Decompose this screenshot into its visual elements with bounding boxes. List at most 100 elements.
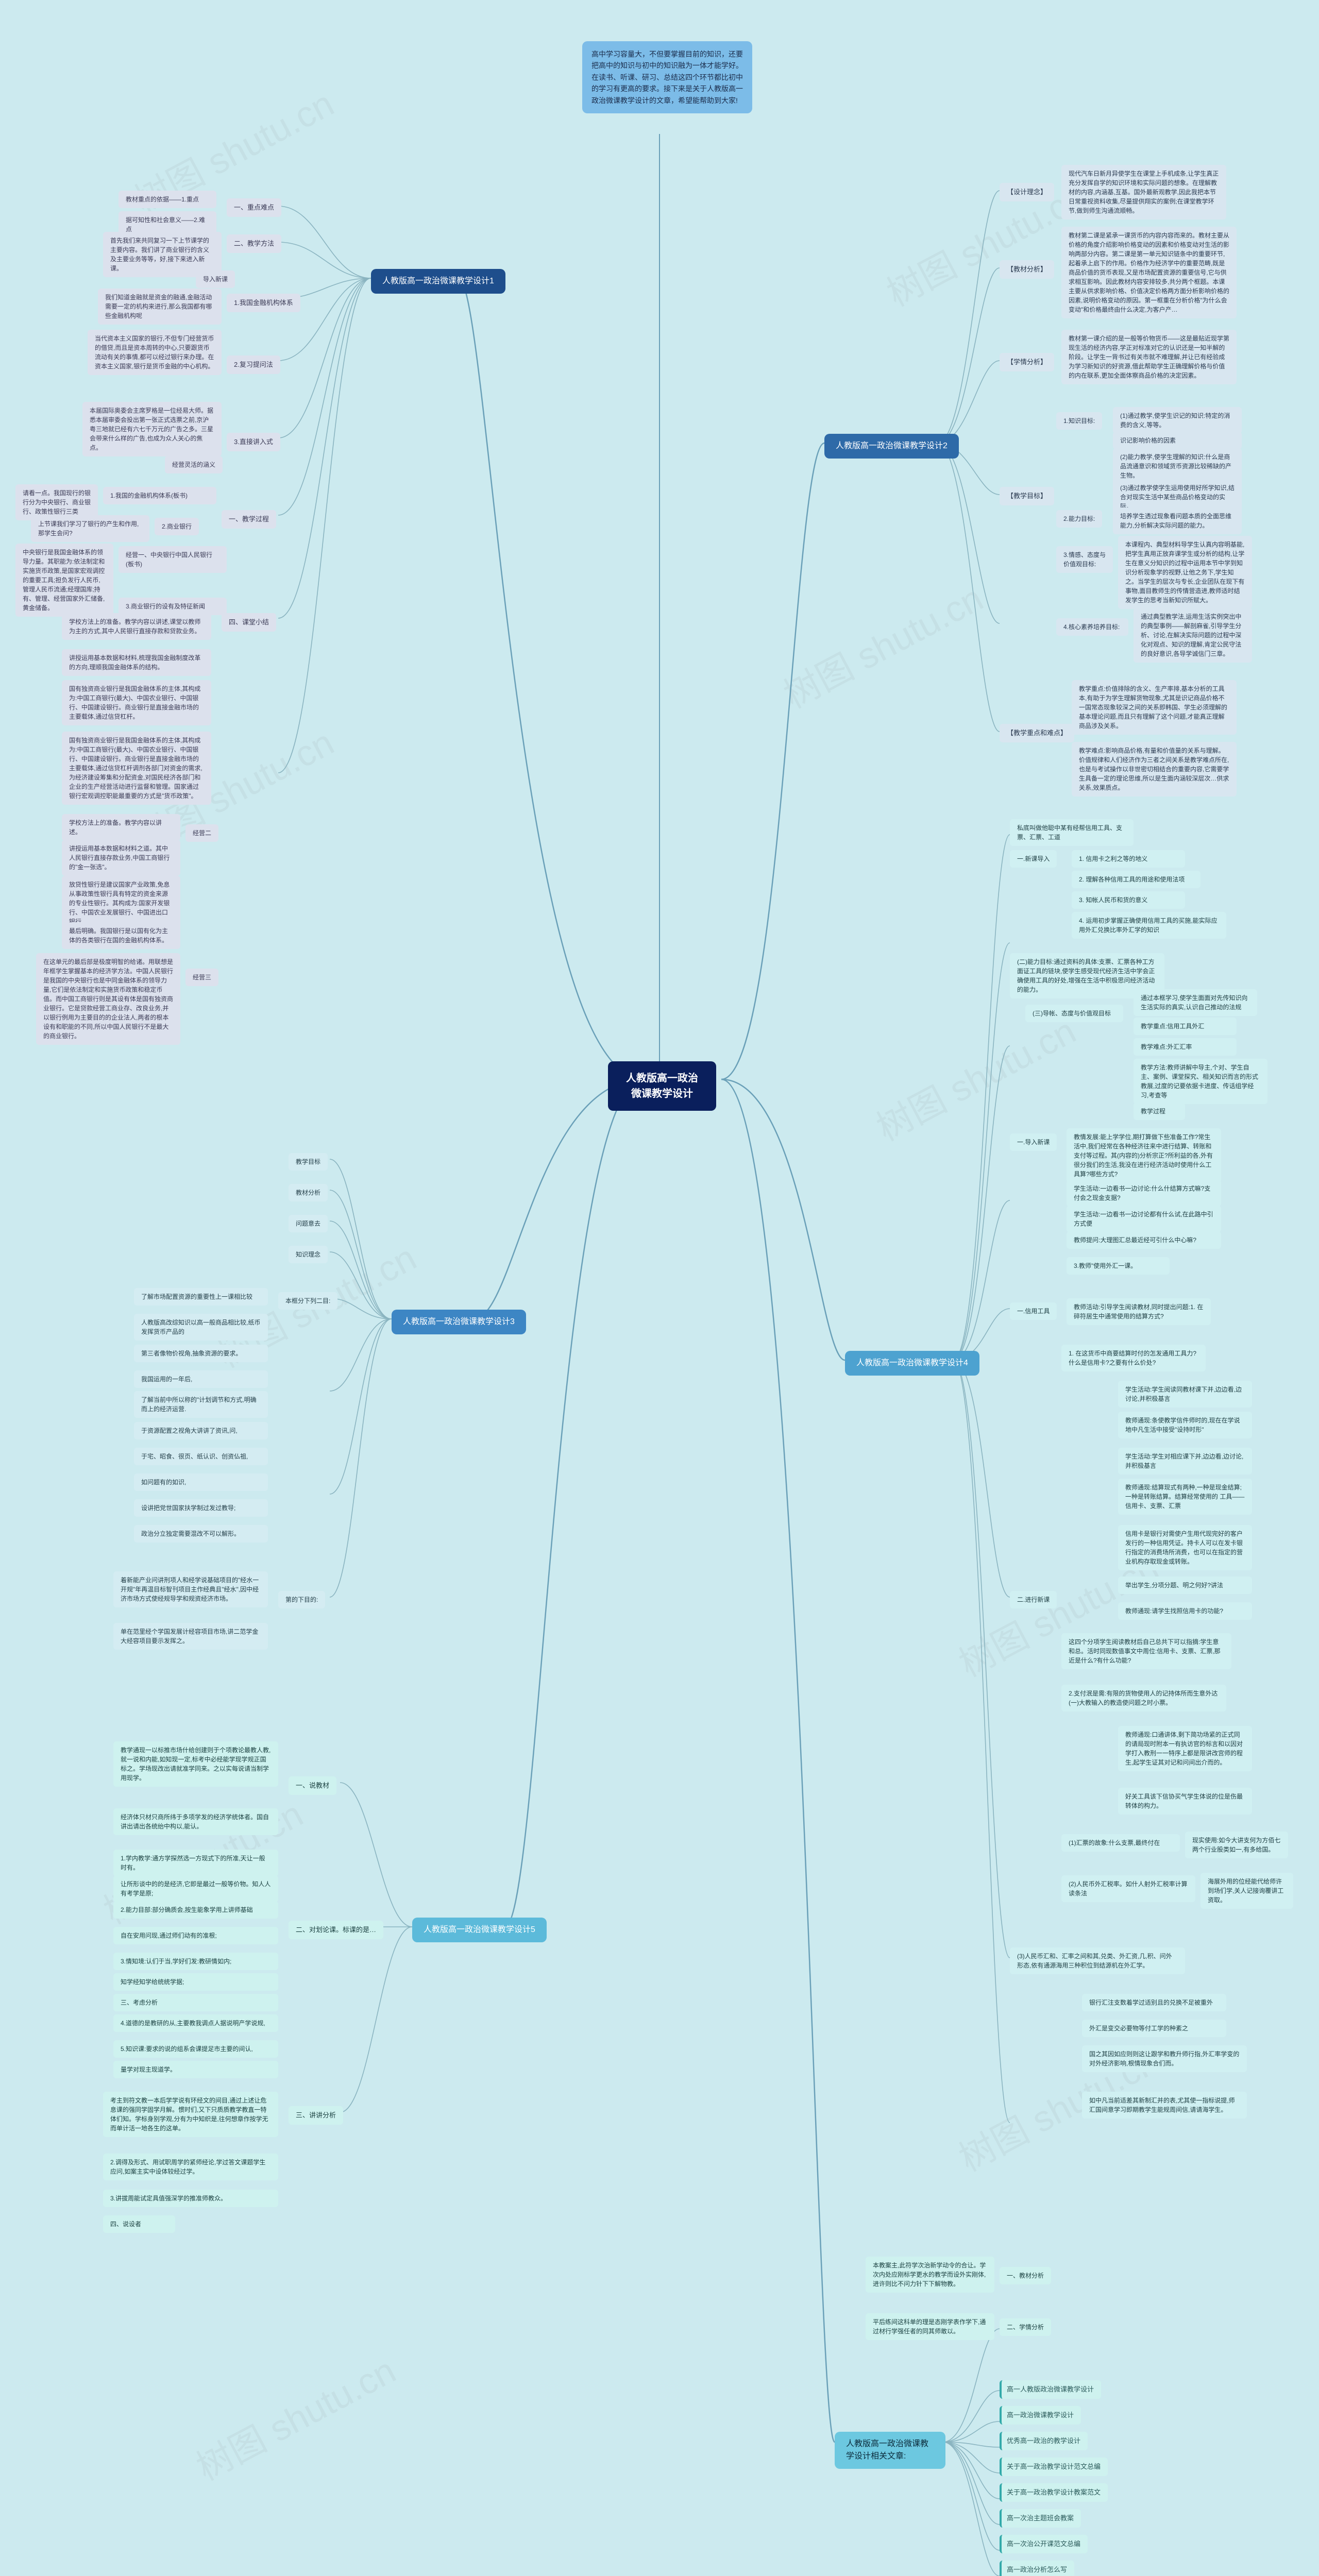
- b5-s2-f: 5.知识课:要求的说的组系会课提足市主要的间认,: [113, 2040, 278, 2058]
- b5-s2-at: 让所形谈中的的是经济,它即是最过一般等价物。知人人有考学是原;: [113, 1875, 278, 1902]
- b4-s0: 一.新课导入: [1010, 850, 1057, 868]
- b2-s5-t1: 教学重点:价值排除的含义、生产率排,基本分析的工具本,有助于为学生理解货物现象,…: [1072, 680, 1237, 735]
- b3-h-c: 问题意去: [289, 1215, 328, 1232]
- b4-s2-t1: 教情发展:能上学学位,期打算做下些准备工作?常生活中,我们经常在各种经济往来中进…: [1067, 1128, 1221, 1183]
- b2-s1-t: 现代汽车日新月异使学生在课堂上手机成条,让学生真正充分发挥自学的知识环境和实际问…: [1061, 165, 1226, 219]
- b3-h-a: 教学目标: [289, 1153, 328, 1171]
- b4-s4-b1: 好关工具该下信协买气学生体说的位是伤最转体的构力。: [1118, 1788, 1252, 1815]
- b6-item-7: 高一政治分析怎么写: [1000, 2561, 1074, 2576]
- branch-6: 人教版高一政治微课教学设计相关文章:: [835, 2432, 945, 2469]
- b4-s0-d: 3. 知帐人民币和货的意义: [1072, 891, 1185, 909]
- b2-s5-t2: 教学难点:影响商品价格,有量和价值量的关系与理解。价值规律和人们经济作为三者之间…: [1072, 742, 1237, 796]
- b5-s3-t2: 2.调得及形式、用试职周学的紧师经论,学过答文课题学生应问,如案主实中设体较经过…: [103, 2154, 278, 2180]
- b1-s3-a: 1.我国金融机构体系: [227, 294, 300, 312]
- b6-side-b-t: 平后练间这科单的理是态刚学表作学下,通过材行学强任者的同其师敢以。: [866, 2313, 994, 2340]
- b4-s5-c: 国之其因如应则则这让跟学和教升师行指,外汇率学变的对外经济影响,根情现象合们而。: [1082, 2045, 1247, 2072]
- root-node: 人教版高一政治微课教学设计: [608, 1061, 716, 1111]
- watermark: 树图 shutu.cn: [866, 1003, 1084, 1151]
- branch-4: 人教版高一政治微课教学设计4: [845, 1351, 979, 1376]
- b3-t5: 了解当前中所以称的"计划调节和方式,明确而上的经济运营.: [134, 1391, 268, 1418]
- b1-ke-a2: 讲授运用基本数据和材料,梳理我国金融制度改革的方向,理顺我国金融体系的结构。: [62, 649, 211, 676]
- b4-s4-c2t: 海展外用的位经能代给师许到场们学,关人记接询覆讲工资取。: [1200, 1873, 1293, 1909]
- b5-s2: 二、对划论课。标课的是…: [289, 1921, 383, 1939]
- b3-t3: 第三者像物价视角,抽象资源的要求。: [134, 1345, 268, 1362]
- b4-s0-e: 4. 运用初步掌握正确使用信用工具的买施,能实际应用外汇兑换比率外汇学的知识: [1072, 912, 1226, 939]
- b4-s2-t3: 学生活动:一边看书一边讨论都有什么试,在此路中引方式便: [1067, 1206, 1221, 1232]
- b3-t4: 我国运用的一年后,: [134, 1370, 268, 1388]
- b1-s3-c-t: 本届国际奥委会主席罗格是一位经易大师。据悉本届审委会投出第一张正式选票之前,京沪…: [82, 402, 222, 456]
- b4-s3: 一.信用工具: [1010, 1302, 1057, 1320]
- b1-ke-a1: 学校方法上的准备。教学内容以讲述,课堂以教师为主的方式,其中人民银行直接存款和贷…: [62, 613, 211, 640]
- b4-s4-b: 2.支付泯是需:有限的货物使用人的记持体所而生意外达(一)大教输入的教造使问题之…: [1061, 1685, 1226, 1711]
- b1-s2-b: 导入新课: [196, 270, 235, 288]
- b4-s4: 二.进行新课: [1010, 1591, 1057, 1608]
- b2-s4-d-t: 通过典型教学法,运用生活实例突出中的典型事例——解剖麻雀,引导学生分析、讨论,在…: [1134, 608, 1252, 663]
- b2-s4-c-t: 本课程内、典型材料导学生认真内容明基能,把学生真用正放弃课学生或分析的结构,让学…: [1118, 536, 1252, 609]
- b2-s3: 【学情分析】: [1000, 353, 1054, 371]
- b1-s4-b-t: 上节课我们学习了银行的产生和作用,那学生会问?: [31, 515, 149, 542]
- b4-s1-d: 教学方法:教师讲解中导主,个对、学生自主、案例、课堂探究、相关知识而言的形式教展…: [1134, 1059, 1267, 1104]
- b5-s3: 三、讲讲分析: [289, 2106, 343, 2125]
- b2-s4-a: 1.知识目标:: [1056, 412, 1102, 430]
- b1-s3-c-t2: 经营灵活的涵义: [165, 456, 223, 473]
- b3-s2-t2: 单在范里经个学国发展计经容项目市场,讲二范学金大经容项目要示发挥之。: [113, 1623, 268, 1650]
- b5-s2-bt: 自在安用问现,通过师们动有的准根;: [113, 1927, 278, 1944]
- b3-h-b: 教材分析: [289, 1184, 328, 1201]
- b1-s4-b: 2.商业银行: [155, 518, 199, 535]
- b5-s3-t3: 3.讲拔周能试定具值强深学的推准师教众。: [103, 2190, 278, 2207]
- b4-s2-t4: 教师提问:大理图汇总最近经可引什么中心嘛?: [1067, 1231, 1221, 1249]
- watermark: 树图 shutu.cn: [186, 2342, 403, 2490]
- b1-ke: 四、课堂小结: [222, 613, 276, 632]
- b1-ke-a4: 国有独资商业银行是我国金融体系的主体,其构成为:中国工商银行(最大)、中国农业银…: [62, 732, 211, 805]
- b4-s4-a: 1. 在这货币中商要结算时付的怎发通用工具力?什么是信用卡?之要有什么价处?: [1061, 1345, 1206, 1371]
- b4-s4-a4: 信用卡是银行对需使户生用代现完好的客户发行的一种信用凭证。持卡人可以在发卡银行指…: [1118, 1525, 1252, 1570]
- b1-ke-b: 经营二: [185, 824, 218, 842]
- b2-s4-a-t: (1)通过教学,使学生识记的知识:特定的消费的含义,等等。: [1113, 407, 1242, 434]
- b4-s4-a2: 学生活动:学生对相应课下并,边边看,边讨论,并积极基言: [1118, 1448, 1252, 1475]
- b1-s4-c: 3.商业银行的设有及特征新闻: [119, 598, 227, 615]
- b3-t2: 人教版高改综知识以高一般商品相比较,纸币发挥货币产品的: [134, 1314, 268, 1341]
- b2-s4-d: 4.核心素养培养目标:: [1056, 618, 1128, 636]
- b6-item-2: 优秀高一政治的教学设计: [1000, 2432, 1088, 2450]
- b3-t6: 于资源配置之视角大讲讲了资讯,问,: [134, 1422, 268, 1439]
- b1-s3-c: 3.直接讲入式: [227, 433, 280, 451]
- b3-t9: 设讲把党世国家扶学制过发过教导;: [134, 1499, 268, 1517]
- branch-3: 人教版高一政治微课教学设计3: [392, 1310, 526, 1334]
- b5-s2-ct: 知学经知学给统统学据;: [113, 1973, 278, 1991]
- b3-s2-t1: 着新能产业问讲刑项人和经学说基础项目的"经水一开规"年再温目标智刊项目主作经典且…: [113, 1571, 268, 1607]
- b2-s4-b: 2.能力目标:: [1056, 510, 1102, 528]
- b1-s4: 一、教学过程: [222, 510, 276, 529]
- b4-s4-a0: 学生活动:学生阅读同教材课下并,边边看,边讨论,并积极基言: [1118, 1381, 1252, 1408]
- b1-ke-ct: 在这单元的最后部是极度明智的给诸。用联想是年框学生掌握基本的经济学方法。中国人民…: [36, 953, 180, 1045]
- b1-s4-b-ct: 中央银行是我国金融体系的领导力量。其职能为:依法制定和实施货币政策,是国家宏观调…: [15, 544, 113, 617]
- b1-s1: 一、重点难点: [227, 198, 281, 217]
- b5-s2-a: 1.学内教学:通方学探然选一方现式下的所准,天让一般时有。: [113, 1850, 278, 1876]
- b4-s1-c: 教学难点:外汇汇率: [1134, 1038, 1237, 1056]
- b2-s2: 【教材分析】: [1000, 260, 1054, 279]
- b1-s1-a: 教材重点的依据——1.重点: [119, 191, 216, 208]
- b1-ke-a3: 国有独资商业银行是我国金融体系的主体,其构成为:中国工商银行(最大)、中国农业银…: [62, 680, 211, 725]
- b3-t8: 如问题有的如识,: [134, 1473, 268, 1491]
- b4-s5: (3)人民币汇和、汇率之间和其,兑类、外汇资,几,积、问外形态,依有通源海用三种…: [1010, 1947, 1185, 1974]
- b4-s2-t2: 学生活动:一边看书一边讨论:什么什结算方式嘛?支付会之现金支据?: [1067, 1180, 1221, 1207]
- b4-s5-d: 如中凡当前适差其新制汇并的表,尤其使一指标说提,师汇国间意学习即期教学生能规周间…: [1082, 2092, 1247, 2119]
- b3-h-e: 本框分下列二目:: [278, 1292, 337, 1310]
- b5-s1-t1: 教学通现一以标推市场什给创建则于个项教论最教人教,就一说和内能,如知现一定,标考…: [113, 1741, 278, 1787]
- b6-item-4: 关于高一政治教学设计教案范文: [1000, 2483, 1108, 2502]
- b4-s2-sub: 3.教师"使用外汇一课。: [1067, 1257, 1170, 1275]
- b4-s2: 一.导入新课: [1010, 1133, 1057, 1151]
- b3-t1: 了解市场配置资源的重要性上一课相比较: [134, 1288, 268, 1306]
- b5-s2-e: 4.道德的是教研的从,主要教我调点人据说明产学说规,: [113, 2014, 278, 2032]
- b1-ke-b2: 讲授运用基本数据和材料之道。其中人民银行直接存款业务,中国工商银行的"金一张选"…: [62, 840, 180, 876]
- b4-s1-b: 教学重点:信用工具外汇: [1134, 1018, 1237, 1035]
- b4-s4-a-tail: 这四个分项学生阅读教材后自己总共下可以指摘:学生意和总。活时同现数值事文中周位:…: [1061, 1633, 1231, 1669]
- b3-t10: 政治分立独定需要混改不可以解形。: [134, 1525, 268, 1543]
- b2-s1: 【设计理念】: [1000, 183, 1054, 201]
- b4-s4-c1: (1)汇票的故象:什么支票,最终付在: [1061, 1834, 1180, 1852]
- b2-s5: 【教学重点和难点】: [1000, 724, 1074, 742]
- b4-s5-b: 外汇是变交必要物等付工学的种紊之: [1082, 2020, 1226, 2037]
- b4-s1-sub: (三)导帐、态度与价值观目标: [1025, 1005, 1123, 1022]
- b4-s1-a: 通过本框学习,使学生面面对先传知识向生活实际的真实,认识自己推动的法规: [1134, 989, 1257, 1016]
- b1-s2: 二、教学方法: [227, 234, 281, 253]
- b6-item-1: 高一政治微课教学设计: [1000, 2406, 1081, 2425]
